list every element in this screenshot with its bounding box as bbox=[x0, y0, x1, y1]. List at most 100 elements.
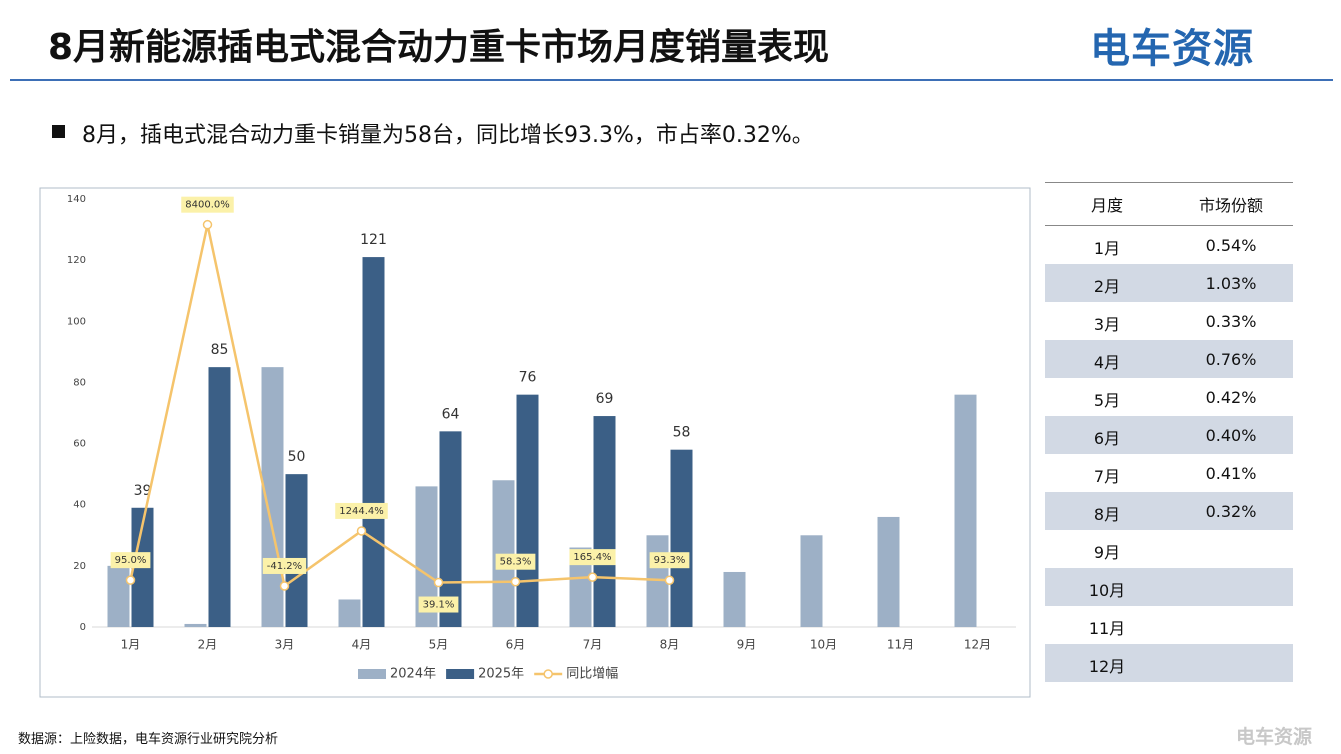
table-cell: 0.41% bbox=[1205, 463, 1257, 483]
x-tick-label: 7月 bbox=[583, 638, 603, 652]
yoy-label: 95.0% bbox=[110, 552, 151, 569]
bullet-mark bbox=[52, 125, 65, 138]
yoy-label-text: 165.4% bbox=[573, 552, 611, 563]
table-cell: 12月 bbox=[1088, 657, 1126, 676]
table-cell: 0.32% bbox=[1205, 501, 1257, 521]
x-tick-label: 12月 bbox=[964, 638, 991, 652]
bar-value-label: 58 bbox=[673, 425, 691, 441]
yoy-label-text: 58.3% bbox=[500, 557, 532, 568]
yoy-label: 39.1% bbox=[418, 596, 459, 613]
table-header: 月度 市场份额 bbox=[1045, 183, 1293, 226]
table-row: 12月 bbox=[1045, 644, 1293, 682]
yoy-point bbox=[356, 526, 367, 536]
yoy-label-bg bbox=[495, 553, 536, 570]
share-table: 月度 市场份额 1月 0.54% 2月 1.03% 3月 0.33% 4月 0.76% 5月 0.42… bbox=[1045, 182, 1293, 682]
legend-label: 2025年 bbox=[478, 667, 524, 682]
title-rule bbox=[10, 79, 1333, 81]
chart-frame bbox=[39, 187, 1031, 698]
table-row: 5月 0.42% bbox=[1045, 378, 1293, 416]
y-tick-label: 140 bbox=[67, 194, 86, 205]
yoy-label-text: 95.0% bbox=[115, 555, 147, 566]
y-tick-label: 120 bbox=[67, 255, 86, 266]
y-tick-label: 100 bbox=[67, 316, 86, 327]
page-title: 8月新能源插电式混合动力重卡市场月度销量表现 bbox=[48, 27, 830, 68]
yoy-point bbox=[125, 575, 136, 585]
table-row: 6月 0.40% bbox=[1045, 416, 1293, 454]
bar bbox=[516, 394, 539, 627]
yoy-label-bg bbox=[335, 502, 388, 519]
yoy-line bbox=[129, 224, 670, 589]
x-tick-label: 4月 bbox=[352, 638, 372, 652]
table-row: 11月 bbox=[1045, 606, 1293, 644]
bar bbox=[492, 480, 515, 627]
table-row: 7月 0.41% bbox=[1045, 454, 1293, 492]
bar-value-label: 50 bbox=[288, 449, 306, 465]
table-cell: 6月 bbox=[1093, 429, 1121, 448]
table-cell: 1.03% bbox=[1205, 273, 1257, 293]
table-cell: 0.40% bbox=[1205, 425, 1257, 445]
table-cell: 0.33% bbox=[1205, 311, 1257, 331]
table-cell: 10月 bbox=[1088, 581, 1126, 600]
bar bbox=[877, 516, 900, 627]
yoy-label: 1244.4% bbox=[335, 502, 388, 519]
x-tick-label: 6月 bbox=[506, 638, 526, 652]
x-tick-label: 3月 bbox=[275, 638, 295, 652]
table-cell: 7月 bbox=[1093, 467, 1121, 486]
source-note: 数据源：上险数据，电车资源行业研究院分析 bbox=[18, 732, 279, 747]
x-tick-label: 10月 bbox=[810, 638, 837, 652]
bar bbox=[800, 535, 823, 627]
table-cell: 9月 bbox=[1093, 543, 1121, 562]
x-tick-label: 8月 bbox=[660, 638, 680, 652]
bar bbox=[954, 394, 977, 627]
table-cell: 月度 bbox=[1090, 196, 1123, 215]
bar bbox=[338, 599, 361, 627]
x-tick-label: 1月 bbox=[121, 638, 141, 652]
yoy-label-text: -41.2% bbox=[267, 561, 302, 572]
bar bbox=[362, 257, 385, 627]
table-cell: 0.76% bbox=[1205, 349, 1257, 369]
table-row: 3月 0.33% bbox=[1045, 302, 1293, 340]
table-cell: 3月 bbox=[1093, 315, 1121, 334]
table-row: 1月 0.54% bbox=[1045, 226, 1293, 264]
yoy-label-bg bbox=[649, 552, 690, 569]
bar-value-label: 85 bbox=[211, 342, 229, 358]
y-tick-label: 0 bbox=[80, 622, 86, 633]
logo: 电车资源 bbox=[1090, 26, 1254, 72]
bar bbox=[184, 623, 207, 627]
legend-swatch bbox=[446, 669, 475, 679]
bar-value-label: 39 bbox=[134, 483, 152, 499]
yoy-point bbox=[510, 576, 521, 587]
bar-value-label: 69 bbox=[596, 391, 614, 407]
yoy-label-bg bbox=[569, 549, 616, 566]
legend-label: 同比增幅 bbox=[566, 667, 618, 682]
bar bbox=[285, 474, 308, 627]
bar-value-label: 64 bbox=[442, 406, 460, 422]
table-cell: 8月 bbox=[1093, 505, 1121, 524]
table-row: 8月 0.32% bbox=[1045, 492, 1293, 530]
yoy-label-text: 93.3% bbox=[654, 555, 686, 566]
yoy-label-bg bbox=[262, 557, 307, 574]
yoy-label: 58.3% bbox=[495, 553, 536, 570]
yoy-label-bg bbox=[418, 596, 459, 613]
y-tick-label: 80 bbox=[73, 377, 86, 388]
legend-swatch bbox=[358, 669, 386, 679]
table-row: 4月 0.76% bbox=[1045, 340, 1293, 378]
table-row: 2月 1.03% bbox=[1045, 264, 1293, 302]
yoy-point bbox=[279, 581, 290, 591]
table-row: 10月 bbox=[1045, 568, 1293, 606]
x-tick-label: 9月 bbox=[737, 638, 757, 652]
yoy-label-bg bbox=[181, 196, 234, 213]
table-cell: 4月 bbox=[1093, 353, 1121, 372]
yoy-label: 165.4% bbox=[569, 549, 616, 566]
table-cell: 1月 bbox=[1093, 239, 1121, 258]
legend-label: 2024年 bbox=[390, 667, 436, 682]
yoy-point bbox=[202, 219, 213, 230]
yoy-point bbox=[587, 572, 598, 582]
y-tick-label: 40 bbox=[73, 500, 86, 511]
bar-value-label: 76 bbox=[519, 370, 537, 386]
bar bbox=[415, 486, 438, 627]
yoy-label-bg bbox=[110, 552, 151, 569]
yoy-label-text: 39.1% bbox=[423, 600, 455, 611]
